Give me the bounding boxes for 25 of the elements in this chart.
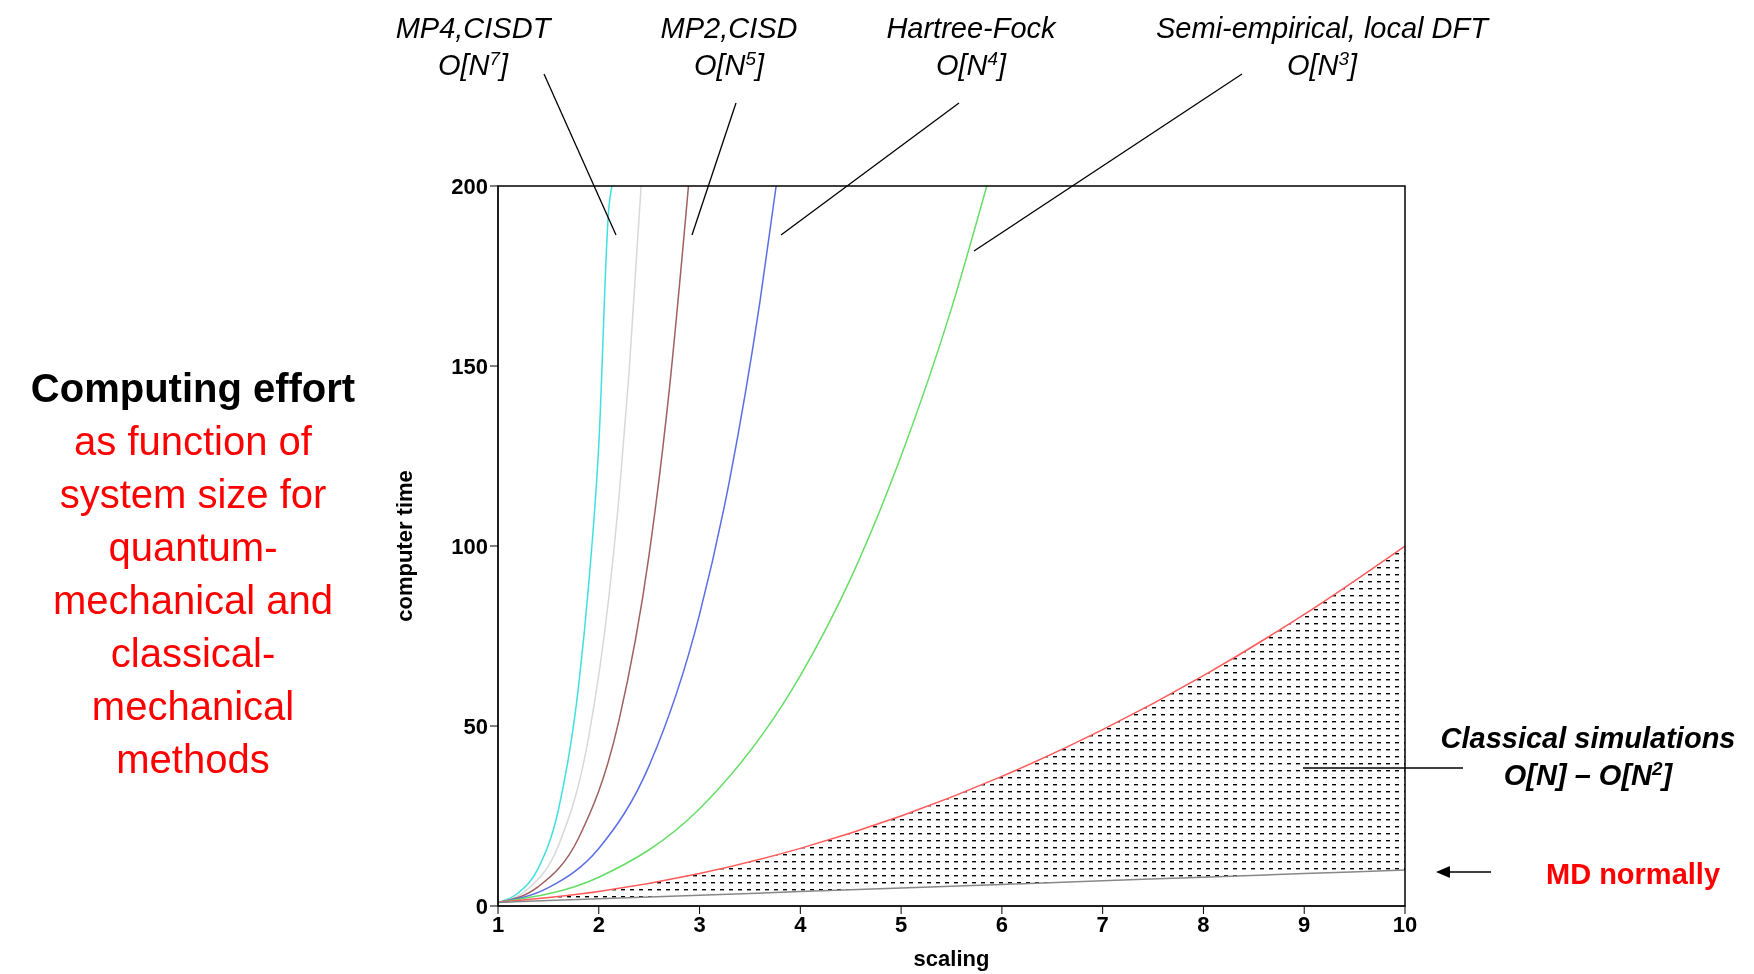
x-tick-label: 5	[894, 911, 908, 937]
x-tick-label: 6	[995, 911, 1009, 937]
text: as function of system size for quantum-mechanical and classical-mechanical methods	[51, 418, 335, 783]
y-axis-title: computer time	[391, 470, 417, 622]
x-tick-label: 4	[794, 911, 808, 937]
x-tick-label: 10	[1392, 911, 1418, 937]
text: Classical simulations O[N] – O[N$^{2}$]	[1440, 722, 1736, 791]
x-tick-label: 9	[1298, 911, 1311, 937]
y-tick-label: 0	[475, 893, 488, 919]
text: Computing effort	[29, 365, 357, 412]
x-axis-title: scaling	[913, 946, 990, 971]
y-tick-label: 50	[463, 713, 488, 739]
text: Hartree-Fock O[N$^{4}$]	[886, 12, 1058, 81]
x-tick-label: 7	[1096, 911, 1109, 937]
text: Semi-empirical, local DFT O[N$^{3}$]	[1156, 12, 1491, 81]
text: MP4,CISDT O[N$^{7}$]	[395, 12, 553, 81]
text: MP2,CISD O[N$^{5}$]	[660, 12, 798, 81]
x-tick-label: 1	[491, 911, 505, 937]
y-tick-label: 100	[451, 533, 488, 559]
y-tick-label: 200	[451, 173, 488, 199]
x-tick-label: 8	[1197, 911, 1210, 937]
y-tick-label: 150	[451, 353, 488, 379]
text: MD normally	[1546, 858, 1721, 890]
x-tick-label: 2	[592, 911, 605, 937]
x-tick-label: 3	[693, 911, 706, 937]
